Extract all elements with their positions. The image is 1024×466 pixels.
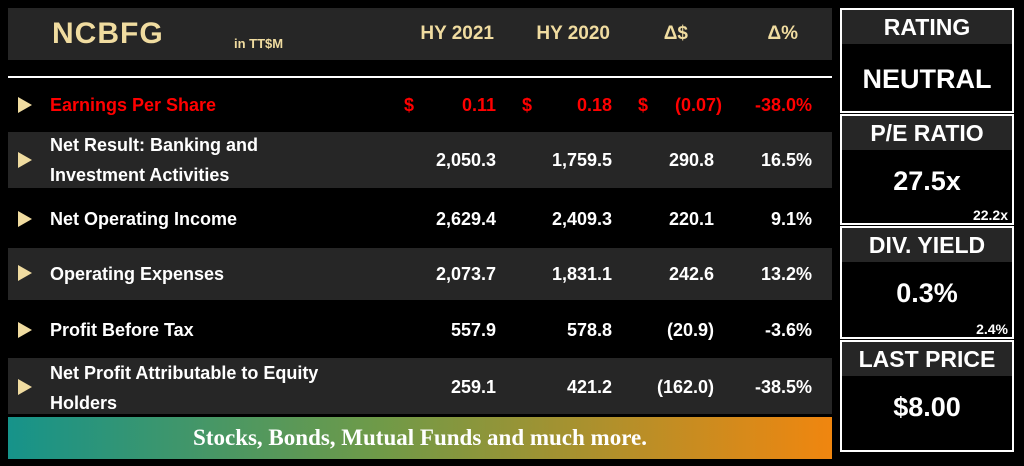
- promo-banner-text: Stocks, Bonds, Mutual Funds and much mor…: [193, 425, 647, 450]
- div-yield-panel: DIV. YIELD 0.3% 2.4%: [840, 226, 1014, 339]
- value-hy2021: 2,073.7: [435, 264, 496, 284]
- promo-banner: Stocks, Bonds, Mutual Funds and much mor…: [8, 417, 832, 459]
- table-row: Net Profit Attributable to Equity Holder…: [8, 358, 832, 414]
- div-yield-value: 0.3%: [896, 278, 958, 308]
- table-row: Profit Before Tax 557.9 578.8 (20.9) -3.…: [8, 308, 832, 352]
- value-delta: (0.07): [674, 95, 722, 115]
- row-label: Net Operating Income: [50, 209, 238, 229]
- col-hy2020: HY 2020: [536, 23, 610, 44]
- value-hy2020: 1,759.5: [551, 150, 612, 170]
- units-label: in TT$M: [234, 36, 284, 51]
- div-yield-title: DIV. YIELD: [842, 228, 1012, 262]
- value-percent: -38.5%: [754, 377, 812, 397]
- triangle-bullet-icon: [18, 97, 32, 113]
- value-delta: 242.6: [668, 264, 714, 284]
- last-price-panel: LAST PRICE $8.00: [840, 340, 1014, 452]
- table-row: Operating Expenses 2,073.7 1,831.1 242.6…: [8, 248, 832, 300]
- row-label-line2: Holders: [50, 393, 118, 413]
- currency-symbol: $: [404, 95, 415, 115]
- value-hy2021: 2,050.3: [435, 150, 496, 170]
- value-hy2020: 578.8: [566, 320, 612, 340]
- value-hy2021: 557.9: [450, 320, 496, 340]
- table-row: Earnings Per Share $ 0.11 $ 0.18 $ (0.07…: [8, 90, 832, 120]
- triangle-bullet-icon: [18, 379, 32, 395]
- pe-ratio-value: 27.5x: [893, 166, 961, 196]
- row-label-line1: Net Profit Attributable to Equity: [50, 363, 319, 383]
- col-delta-percent: Δ%: [767, 23, 798, 44]
- value-hy2021: 259.1: [450, 377, 496, 397]
- value-hy2020: 1,831.1: [551, 264, 612, 284]
- row-label-line2: Investment Activities: [50, 165, 230, 185]
- rating-value: NEUTRAL: [862, 64, 992, 94]
- triangle-bullet-icon: [18, 322, 32, 338]
- last-price-value: $8.00: [893, 392, 961, 422]
- div-yield-sector: 2.4%: [976, 321, 1008, 337]
- triangle-bullet-icon: [18, 211, 32, 227]
- value-hy2021: 2,629.4: [435, 209, 496, 229]
- value-hy2021: 0.11: [461, 95, 496, 115]
- value-percent: -38.0%: [754, 95, 812, 115]
- value-delta: (20.9): [666, 320, 714, 340]
- value-percent: 16.5%: [760, 150, 812, 170]
- pe-ratio-panel: P/E RATIO 27.5x 22.2x: [840, 114, 1014, 225]
- pe-ratio-title: P/E RATIO: [842, 116, 1012, 150]
- row-label: Operating Expenses: [50, 264, 225, 284]
- currency-symbol: $: [638, 95, 649, 115]
- col-delta-dollar: Δ$: [663, 23, 688, 44]
- last-price-title: LAST PRICE: [842, 342, 1012, 376]
- value-hy2020: 421.2: [566, 377, 612, 397]
- col-hy2021: HY 2021: [420, 23, 494, 44]
- table-header: NCBFG in TT$M HY 2021 HY 2020 Δ$ Δ%: [8, 8, 832, 60]
- value-percent: 9.1%: [770, 209, 812, 229]
- pe-ratio-sector: 22.2x: [972, 207, 1008, 223]
- triangle-bullet-icon: [18, 265, 32, 281]
- row-label-line1: Net Result: Banking and: [50, 135, 259, 155]
- value-hy2020: 0.18: [576, 95, 612, 115]
- value-delta: (162.0): [656, 377, 714, 397]
- value-percent: 13.2%: [760, 264, 812, 284]
- table-row: Net Result: Banking and Investment Activ…: [8, 132, 832, 188]
- company-ticker: NCBFG: [52, 17, 164, 50]
- value-delta: 220.1: [668, 209, 714, 229]
- header-divider: [8, 76, 832, 78]
- row-label: Profit Before Tax: [50, 320, 194, 340]
- row-label: Earnings Per Share: [50, 95, 217, 115]
- rating-title: RATING: [842, 10, 1012, 44]
- currency-symbol: $: [522, 95, 533, 115]
- financial-table: NCBFG in TT$M HY 2021 HY 2020 Δ$ Δ% Earn…: [8, 8, 832, 459]
- triangle-bullet-icon: [18, 152, 32, 168]
- table-row: Net Operating Income 2,629.4 2,409.3 220…: [8, 198, 832, 242]
- value-delta: 290.8: [668, 150, 714, 170]
- rating-panel: RATING NEUTRAL: [840, 8, 1014, 113]
- value-hy2020: 2,409.3: [551, 209, 612, 229]
- value-percent: -3.6%: [764, 320, 812, 340]
